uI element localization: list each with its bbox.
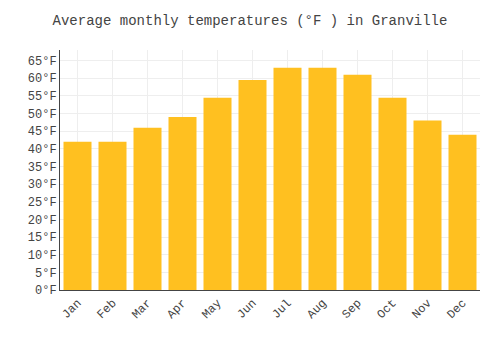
svg-text:Aug: Aug — [304, 297, 329, 322]
svg-text:Jan: Jan — [59, 297, 84, 322]
svg-text:5°F: 5°F — [35, 267, 57, 281]
svg-text:Average monthly temperatures (: Average monthly temperatures (°F ) in Gr… — [53, 13, 448, 29]
svg-text:60°F: 60°F — [28, 72, 57, 86]
svg-text:Oct: Oct — [374, 297, 399, 322]
svg-text:Nov: Nov — [409, 297, 434, 322]
svg-text:Jun: Jun — [234, 297, 259, 322]
svg-text:45°F: 45°F — [28, 125, 57, 139]
svg-text:35°F: 35°F — [28, 161, 57, 175]
svg-text:65°F: 65°F — [28, 55, 57, 69]
svg-text:Dec: Dec — [444, 297, 469, 322]
svg-text:20°F: 20°F — [28, 214, 57, 228]
svg-text:Jul: Jul — [269, 297, 294, 322]
svg-text:May: May — [199, 297, 224, 322]
svg-text:25°F: 25°F — [28, 196, 57, 210]
svg-text:Mar: Mar — [129, 297, 154, 322]
svg-text:Feb: Feb — [94, 297, 119, 322]
svg-text:55°F: 55°F — [28, 90, 57, 104]
svg-text:40°F: 40°F — [28, 143, 57, 157]
svg-text:10°F: 10°F — [28, 249, 57, 263]
svg-text:Sep: Sep — [339, 297, 364, 322]
svg-text:0°F: 0°F — [35, 284, 57, 298]
svg-text:50°F: 50°F — [28, 108, 57, 122]
svg-text:30°F: 30°F — [28, 178, 57, 192]
svg-text:Apr: Apr — [164, 297, 189, 322]
svg-text:15°F: 15°F — [28, 231, 57, 245]
